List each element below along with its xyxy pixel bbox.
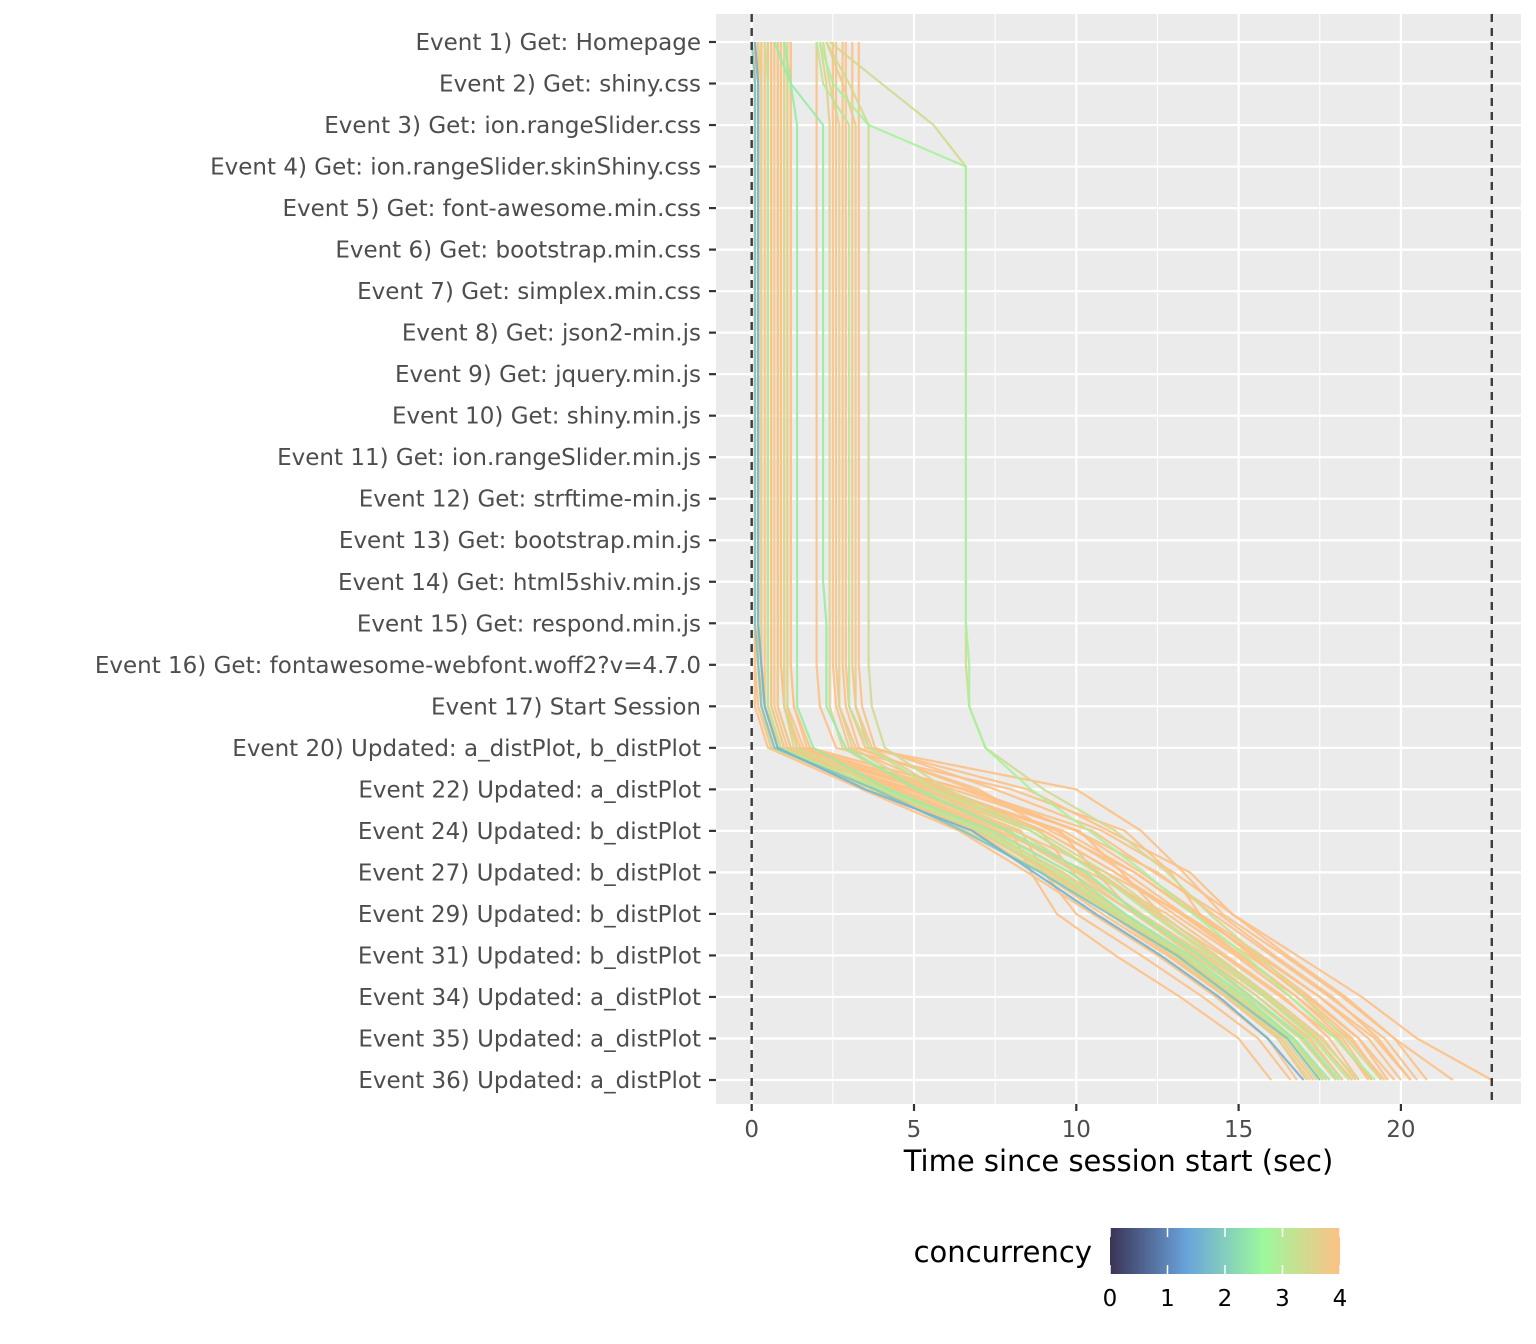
series-line (857, 42, 1428, 1081)
y-tick-label: Event 11) Get: ion.rangeSlider.min.js (277, 445, 701, 471)
y-tick-label: Event 2) Get: shiny.css (439, 72, 701, 98)
x-axis-title: Time since session start (sec) (903, 1144, 1334, 1178)
series-line (815, 42, 1383, 1081)
y-tick-label: Event 6) Get: bootstrap.min.css (335, 238, 701, 264)
series-line (783, 42, 1318, 1081)
y-tick-label: Event 35) Updated: a_distPlot (358, 1026, 701, 1052)
y-tick-label: Event 1) Get: Homepage (415, 30, 701, 56)
y-tick-label: Event 4) Get: ion.rangeSlider.skinShiny.… (210, 155, 701, 181)
series-line (844, 42, 1454, 1081)
y-tick-label: Event 24) Updated: b_distPlot (358, 819, 701, 845)
y-tick-label: Event 12) Get: strftime-min.js (359, 487, 701, 513)
series-line (789, 42, 1412, 1081)
x-axis: 0 5 10 15 20 (744, 1104, 1416, 1143)
y-tick-label: Event 34) Updated: a_distPlot (358, 985, 701, 1011)
y-tick-label: Event 16) Get: fontawesome-webfont.woff2… (95, 653, 701, 679)
legend: concurrency 0 1 2 3 4 (914, 1228, 1348, 1312)
legend-tick-label: 1 (1160, 1286, 1175, 1312)
legend-title: concurrency (914, 1235, 1092, 1269)
series-line (773, 41, 1331, 1081)
series-line (757, 41, 1311, 1081)
y-tick-label: Event 14) Get: html5shiv.min.js (338, 570, 701, 596)
y-tick-label: Event 10) Get: shiny.min.js (392, 404, 701, 430)
series-line (786, 42, 1328, 1081)
series-lines (750, 41, 1493, 1081)
y-axis: Event 1) Get: Homepage Event 2) Get: shin… (95, 30, 716, 1094)
y-tick-label: Event 8) Get: json2-min.js (402, 321, 701, 347)
y-tick-label: Event 13) Get: bootstrap.min.js (339, 528, 701, 554)
y-tick-label: Event 31) Updated: b_distPlot (358, 943, 701, 969)
series-line (815, 41, 1350, 1081)
series-line (753, 41, 1305, 1081)
legend-ticks: 0 1 2 3 4 (1103, 1228, 1348, 1312)
y-tick-label: Event 17) Start Session (431, 694, 701, 720)
y-tick-label: Event 9) Get: jquery.min.js (395, 362, 701, 388)
y-tick-label: Event 29) Updated: b_distPlot (358, 902, 701, 928)
x-tick-label: 10 (1062, 1117, 1091, 1143)
series-line (851, 42, 1493, 1081)
legend-tick-label: 3 (1275, 1286, 1290, 1312)
y-tick-label: Event 7) Get: simplex.min.css (357, 279, 701, 305)
series-line (763, 42, 1292, 1081)
legend-tick-label: 4 (1333, 1286, 1348, 1312)
series-line (822, 41, 1344, 1081)
y-tick-label: Event 5) Get: font-awesome.min.css (282, 196, 701, 222)
x-tick-label: 15 (1224, 1117, 1253, 1143)
y-tick-label: Event 22) Updated: a_distPlot (358, 777, 701, 803)
x-tick-label: 0 (744, 1117, 759, 1143)
y-tick-label: Event 15) Get: respond.min.js (357, 611, 701, 637)
y-tick-label: Event 27) Updated: b_distPlot (358, 860, 701, 886)
series-line (750, 41, 1321, 1081)
series-line (825, 41, 1360, 1081)
x-tick-label: 20 (1386, 1117, 1415, 1143)
x-tick-label: 5 (907, 1117, 922, 1143)
grid-lines (716, 14, 1521, 1104)
series-line (825, 41, 1354, 1081)
series-line (818, 41, 1376, 1081)
series-line (763, 41, 1324, 1081)
y-tick-label: Event 3) Get: ion.rangeSlider.css (324, 113, 701, 139)
y-tick-label: Event 36) Updated: a_distPlot (358, 1068, 701, 1094)
legend-tick-label: 0 (1103, 1286, 1118, 1312)
y-tick-label: Event 20) Updated: a_distPlot, b_distPlo… (232, 736, 701, 762)
legend-tick-label: 2 (1218, 1286, 1233, 1312)
series-line (818, 41, 1337, 1081)
series-line (783, 41, 1341, 1081)
